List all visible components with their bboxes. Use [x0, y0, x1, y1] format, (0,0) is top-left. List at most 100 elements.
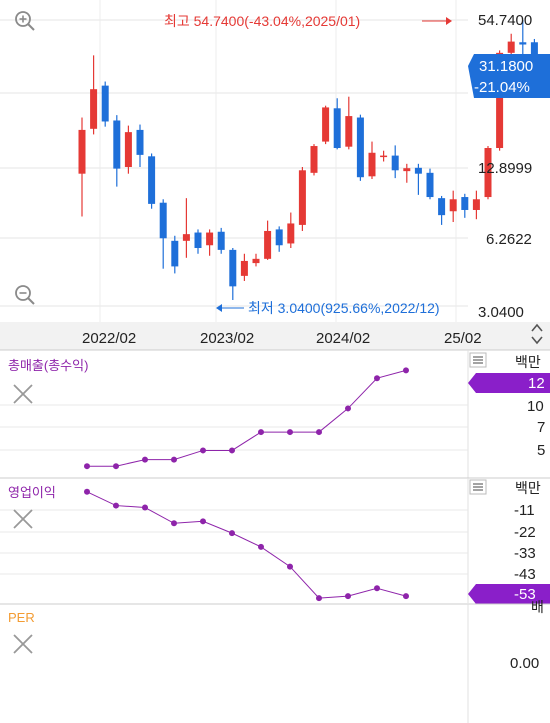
candle[interactable]	[484, 146, 492, 200]
candle[interactable]	[252, 253, 260, 267]
data-point[interactable]	[345, 593, 351, 600]
candlestick-series[interactable]	[78, 20, 538, 300]
candle[interactable]	[101, 81, 109, 127]
candle[interactable]	[380, 150, 388, 162]
candle[interactable]	[90, 55, 98, 135]
candle[interactable]	[159, 199, 167, 269]
data-point[interactable]	[200, 518, 206, 525]
series-line	[86, 491, 407, 599]
max-arrow-head	[446, 17, 452, 25]
menu-icon[interactable]	[469, 352, 487, 368]
candle[interactable]	[275, 226, 283, 252]
candle-body	[275, 229, 283, 246]
data-point[interactable]	[258, 429, 264, 436]
current-price-change: -21.04%	[474, 79, 530, 96]
zoom-out-icon[interactable]	[15, 285, 35, 305]
candle[interactable]	[368, 141, 376, 180]
candle[interactable]	[264, 220, 272, 260]
candle[interactable]	[356, 114, 364, 181]
revenue-y-tick: 7	[537, 419, 545, 436]
data-point[interactable]	[142, 504, 148, 511]
candle-body	[252, 258, 260, 264]
candle[interactable]	[426, 168, 434, 200]
candle-body	[322, 107, 330, 142]
chevron-updown-icon[interactable]	[531, 323, 543, 345]
candle-body	[333, 108, 341, 149]
candle[interactable]	[136, 124, 144, 168]
data-point[interactable]	[403, 367, 409, 374]
data-point[interactable]	[229, 530, 235, 537]
candle[interactable]	[403, 163, 411, 183]
zoom-in-icon[interactable]	[15, 11, 35, 31]
current-price-value: 31.1800	[479, 58, 533, 75]
candle-body	[182, 234, 190, 241]
candle-body	[496, 52, 504, 149]
candle[interactable]	[391, 145, 399, 179]
revenue-y-tick: 5	[537, 442, 545, 459]
price-grid	[0, 0, 468, 322]
candle-body	[101, 85, 109, 122]
y-tick-label: 12.8999	[478, 160, 532, 177]
candle[interactable]	[194, 229, 202, 254]
y-tick-label: 3.0400	[478, 304, 524, 321]
candle[interactable]	[240, 253, 248, 281]
revenue-badge-value: 12	[528, 375, 545, 392]
data-point[interactable]	[316, 595, 322, 602]
data-point[interactable]	[374, 585, 380, 592]
candle[interactable]	[345, 96, 353, 150]
candle[interactable]	[322, 105, 330, 145]
candle[interactable]	[78, 117, 86, 217]
close-icon[interactable]	[13, 384, 33, 404]
candle-body	[194, 232, 202, 249]
operating-income-line-series[interactable]	[84, 488, 409, 602]
candle[interactable]	[182, 198, 190, 258]
candle-body	[507, 41, 515, 53]
data-point[interactable]	[142, 456, 148, 463]
revenue-line-series[interactable]	[84, 367, 409, 470]
candle[interactable]	[333, 98, 341, 150]
data-point[interactable]	[171, 456, 177, 463]
candle[interactable]	[217, 227, 225, 254]
data-point[interactable]	[258, 543, 264, 550]
max-price-annotation: 최고 54.7400(-43.04%,2025/01)	[164, 13, 360, 29]
data-point[interactable]	[403, 593, 409, 600]
close-icon[interactable]	[13, 634, 33, 654]
data-point[interactable]	[345, 405, 351, 412]
operating-income-y-tick: -43	[514, 566, 536, 583]
candle[interactable]	[171, 235, 179, 274]
candle[interactable]	[461, 193, 469, 218]
operating-income-panel-title: 영업이익	[8, 486, 56, 501]
candle[interactable]	[298, 167, 306, 231]
data-point[interactable]	[316, 429, 322, 436]
operating-income-y-tick: -22	[514, 524, 536, 541]
data-point[interactable]	[200, 447, 206, 454]
data-point[interactable]	[229, 447, 235, 454]
candle[interactable]	[287, 212, 295, 249]
candle[interactable]	[124, 125, 132, 174]
y-tick-label: 54.7400	[478, 12, 532, 29]
data-point[interactable]	[113, 502, 119, 509]
data-point[interactable]	[287, 563, 293, 570]
data-point[interactable]	[374, 375, 380, 382]
data-point[interactable]	[113, 463, 119, 470]
data-point[interactable]	[171, 520, 177, 527]
data-point[interactable]	[287, 429, 293, 436]
menu-icon[interactable]	[469, 479, 487, 495]
candle-body	[310, 146, 318, 173]
candle[interactable]	[206, 229, 214, 256]
candle[interactable]	[113, 115, 121, 187]
candle[interactable]	[229, 248, 237, 300]
candle[interactable]	[414, 163, 422, 195]
data-point[interactable]	[84, 488, 90, 495]
data-point[interactable]	[84, 463, 90, 470]
candle[interactable]	[310, 144, 318, 176]
revenue-unit-label: 백만	[515, 355, 541, 371]
min-arrow-head	[216, 304, 222, 312]
operating-income-unit-label: 백만	[515, 481, 541, 497]
candle[interactable]	[472, 190, 480, 220]
candle[interactable]	[148, 153, 156, 209]
candle[interactable]	[449, 190, 457, 223]
close-icon[interactable]	[13, 509, 33, 529]
candle[interactable]	[438, 195, 446, 225]
